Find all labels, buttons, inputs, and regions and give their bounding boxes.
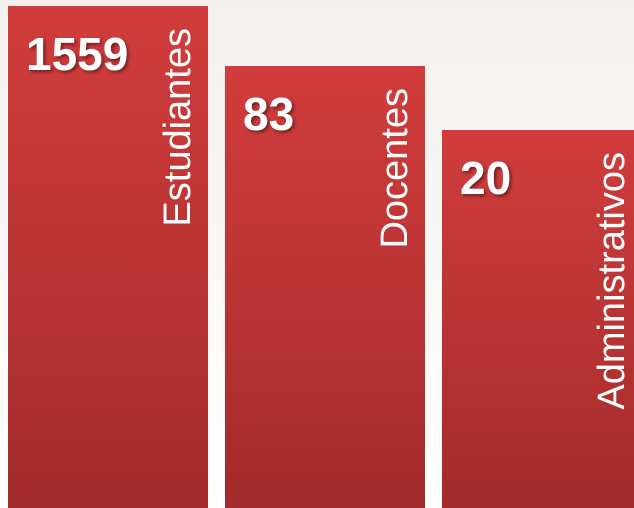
column: [225, 66, 425, 508]
category-label: Docentes: [374, 88, 416, 249]
column: [8, 6, 208, 508]
category-label: Estudiantes: [157, 28, 199, 227]
count: 20: [460, 152, 511, 204]
count: 1559: [26, 28, 128, 80]
columns: 1559 Estudiantes 83 Docentes 20 Administrativ…: [8, 6, 634, 508]
count: 83: [243, 88, 294, 140]
column: [442, 130, 634, 508]
category-label: Administrativos: [591, 152, 633, 410]
